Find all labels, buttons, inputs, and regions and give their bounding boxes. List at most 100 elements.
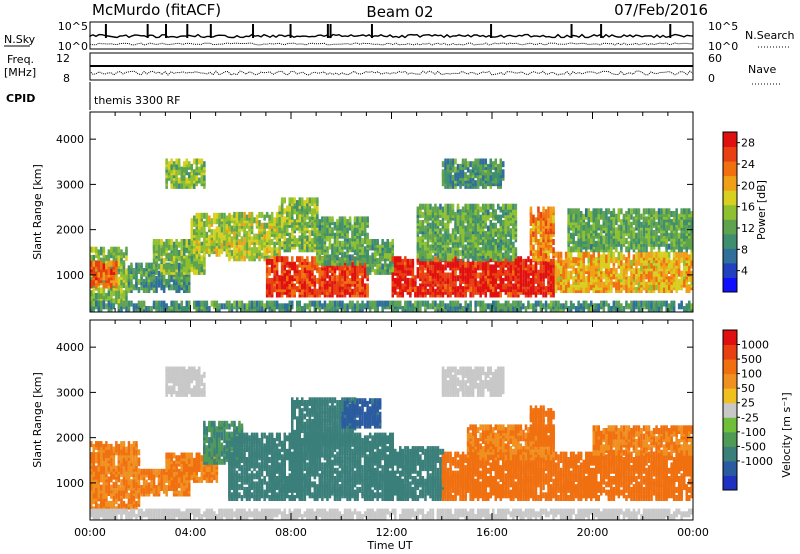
power-cell (577, 213, 580, 220)
power-cell (527, 264, 530, 271)
power-cell (683, 259, 686, 266)
power-cell (574, 257, 578, 264)
power-cell (366, 252, 369, 259)
power-cell (652, 270, 656, 277)
power-cell (667, 232, 671, 239)
power-cell (188, 300, 191, 307)
power-cell (230, 249, 234, 256)
power-cell (449, 233, 452, 240)
power-cell (150, 306, 153, 312)
power-cell (544, 258, 548, 265)
power-cell (454, 233, 457, 240)
power-cell (296, 200, 299, 207)
power-cell (92, 254, 96, 261)
power-cell (562, 259, 565, 266)
power-cell (409, 277, 412, 284)
power-cell (157, 300, 161, 307)
power-cell (115, 277, 118, 283)
power-cell (265, 267, 269, 274)
power-cell (590, 284, 593, 291)
power-cell (617, 273, 621, 280)
power-cell (175, 174, 178, 181)
power-cell (270, 217, 274, 224)
power-cell (502, 277, 505, 284)
power-cell (464, 267, 467, 274)
power-cell (441, 233, 445, 240)
power-cell (499, 275, 503, 282)
power-cell (476, 286, 480, 293)
power-cell (502, 252, 505, 259)
power-cell (135, 262, 138, 269)
power-cell (509, 239, 513, 245)
power-cell (265, 230, 269, 237)
power-cell (205, 231, 209, 238)
power-cell (552, 214, 555, 221)
power-cell (469, 177, 472, 184)
power-cell (474, 288, 477, 295)
power-cell (321, 257, 324, 264)
power-cell (306, 197, 309, 204)
power-cell (587, 240, 591, 247)
power-cell (183, 247, 186, 254)
power-cell (547, 222, 550, 229)
power-cell (542, 267, 545, 274)
power-cell (95, 246, 98, 253)
power-cell (481, 169, 485, 176)
power-cell (637, 208, 641, 215)
power-cell (497, 203, 500, 210)
power-cell (308, 272, 312, 279)
power-cell (444, 222, 447, 229)
power-cell (655, 240, 658, 247)
power-cell (323, 243, 327, 250)
power-cell (326, 280, 329, 287)
power-cell (152, 239, 156, 245)
power-cell (193, 300, 196, 307)
power-cell (660, 251, 663, 258)
power-cell (185, 255, 189, 262)
power-cell (280, 221, 284, 228)
power-cell (283, 256, 287, 263)
power-cell (326, 259, 329, 266)
power-cell (115, 292, 118, 299)
power-cell (188, 172, 191, 179)
power-cell (476, 203, 480, 210)
power-cell (522, 264, 525, 271)
power-cell (542, 206, 545, 213)
power-cell (389, 241, 392, 248)
power-cell (270, 211, 274, 218)
power-cell (577, 238, 580, 245)
power-cell (635, 232, 638, 239)
power-cell (605, 254, 608, 261)
power-cell (233, 211, 236, 218)
power-cell (524, 280, 528, 287)
power-cell (220, 226, 224, 233)
power-cell (248, 249, 251, 256)
power-cell (537, 239, 540, 245)
power-cell (675, 235, 678, 242)
power-cell (105, 282, 108, 289)
power-cell (265, 288, 269, 295)
power-cell (384, 260, 387, 267)
power-cell (333, 232, 337, 239)
power-cell (627, 257, 631, 264)
power-cell (524, 258, 528, 265)
power-cell (401, 283, 405, 290)
power-cell (451, 180, 455, 187)
power-cell (220, 237, 224, 244)
power-cell (429, 203, 432, 210)
power-cell (303, 200, 307, 207)
power-cell (492, 222, 495, 229)
power-cell (180, 306, 184, 312)
power-cell (386, 239, 390, 245)
power-cell (183, 239, 186, 245)
power-cell (213, 234, 216, 241)
power-cell (504, 214, 508, 221)
power-cell (685, 251, 689, 258)
power-cell (303, 291, 307, 298)
power-cell (481, 275, 485, 282)
power-cell (627, 240, 631, 247)
power-cell (110, 260, 113, 267)
power-cell (539, 236, 543, 243)
power-cell (544, 286, 548, 293)
power-cell (353, 216, 357, 223)
